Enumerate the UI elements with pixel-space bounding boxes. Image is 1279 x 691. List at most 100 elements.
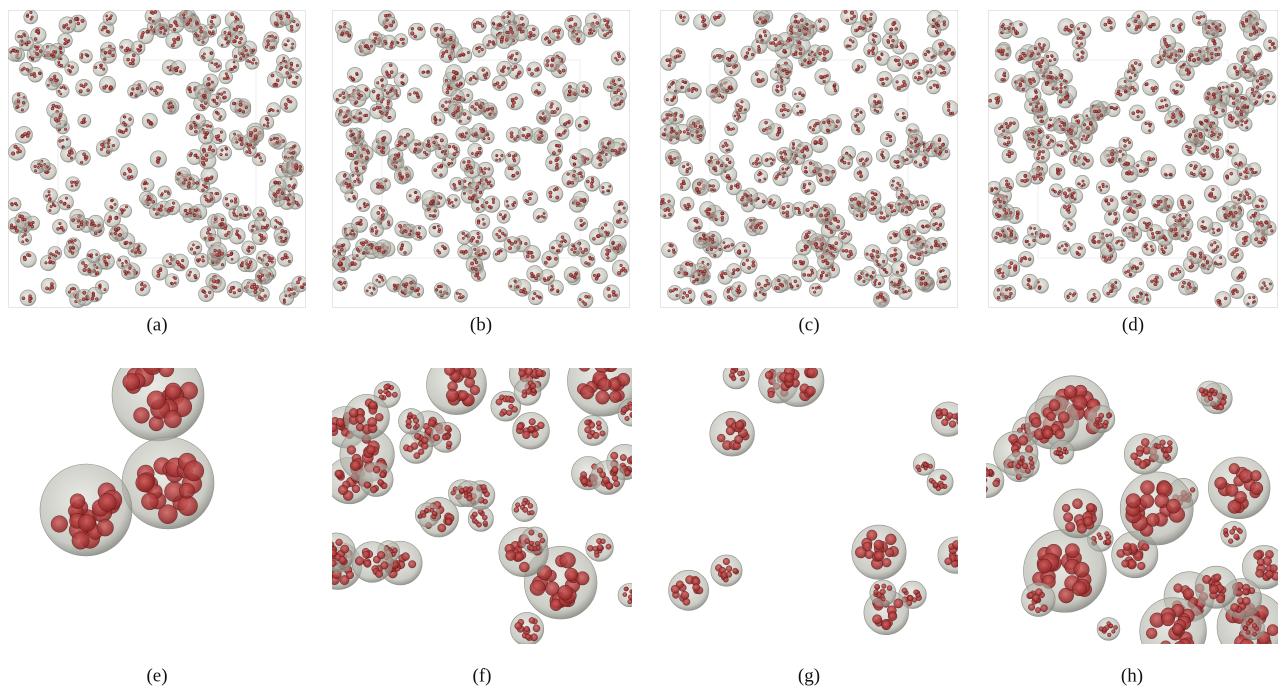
grain [617, 89, 620, 92]
grain [37, 166, 39, 168]
grain [510, 285, 512, 287]
grain [712, 234, 715, 237]
grain [202, 259, 205, 262]
grain [248, 263, 251, 266]
grain [199, 258, 201, 260]
grain [721, 96, 724, 99]
grain [862, 162, 865, 165]
grain [84, 121, 86, 123]
grain [266, 40, 269, 43]
grain [841, 232, 844, 235]
grain [705, 210, 708, 213]
grain [496, 82, 499, 85]
grain [544, 261, 547, 264]
grain [573, 93, 576, 96]
grain [904, 290, 906, 292]
grain [377, 94, 379, 96]
grain [94, 232, 97, 235]
grain [854, 124, 856, 126]
grain [238, 289, 241, 292]
grain [55, 79, 58, 82]
grain [854, 115, 856, 117]
grain [707, 263, 709, 265]
grain [143, 284, 146, 287]
grain [239, 103, 242, 106]
grain [580, 199, 583, 202]
grain [376, 34, 379, 37]
grain [805, 233, 808, 236]
grain [467, 117, 470, 120]
grain [246, 263, 249, 266]
grain [787, 109, 790, 112]
grain [896, 81, 899, 84]
grain [792, 142, 795, 145]
grain [184, 209, 187, 212]
grain [735, 64, 738, 67]
grain [446, 91, 449, 94]
grain [569, 273, 572, 276]
grain [26, 68, 29, 71]
grain [897, 165, 900, 168]
grain [714, 18, 716, 20]
grain [203, 53, 205, 55]
grain [798, 211, 801, 214]
grain [670, 114, 672, 116]
grain [730, 185, 732, 187]
grain [757, 79, 760, 82]
grain [69, 20, 72, 23]
grain [383, 147, 385, 149]
grain [823, 80, 826, 83]
grain [483, 223, 486, 226]
grain [813, 291, 816, 294]
grain [856, 29, 859, 32]
grain [837, 220, 840, 223]
grain [402, 82, 404, 84]
grain [794, 53, 797, 56]
grain [463, 252, 465, 254]
shell [468, 230, 483, 245]
grain [783, 108, 786, 111]
grain [514, 58, 517, 61]
grain [232, 40, 235, 43]
grain [210, 20, 213, 23]
grain [235, 36, 238, 39]
shell [811, 136, 828, 153]
grain [906, 233, 909, 236]
grain [284, 43, 286, 45]
grain [390, 45, 393, 48]
grain [870, 13, 873, 16]
grain [167, 192, 170, 195]
grain [170, 209, 173, 212]
grain [807, 189, 810, 192]
grain [23, 258, 26, 261]
grain [451, 162, 453, 164]
grain [1065, 244, 1068, 247]
grain [473, 248, 476, 251]
grain [885, 77, 888, 80]
shell [483, 196, 500, 213]
grain [1212, 108, 1215, 111]
grain [390, 71, 393, 74]
grain [257, 153, 260, 156]
grain [110, 15, 112, 17]
grain [760, 222, 762, 224]
grain [701, 15, 704, 18]
grain [280, 236, 283, 239]
grain [868, 50, 871, 53]
grain [589, 258, 592, 261]
grain [350, 130, 353, 133]
grain [1217, 263, 1219, 265]
grain [516, 285, 519, 288]
grain [88, 268, 91, 271]
grain [70, 181, 73, 184]
grain [223, 91, 225, 93]
grain [372, 90, 375, 93]
grain [1178, 25, 1181, 28]
grain [82, 153, 85, 156]
grain [699, 125, 702, 128]
grain [270, 46, 273, 49]
grain [890, 44, 893, 47]
grain [822, 49, 825, 52]
grain [1016, 216, 1019, 219]
grain [605, 253, 608, 256]
